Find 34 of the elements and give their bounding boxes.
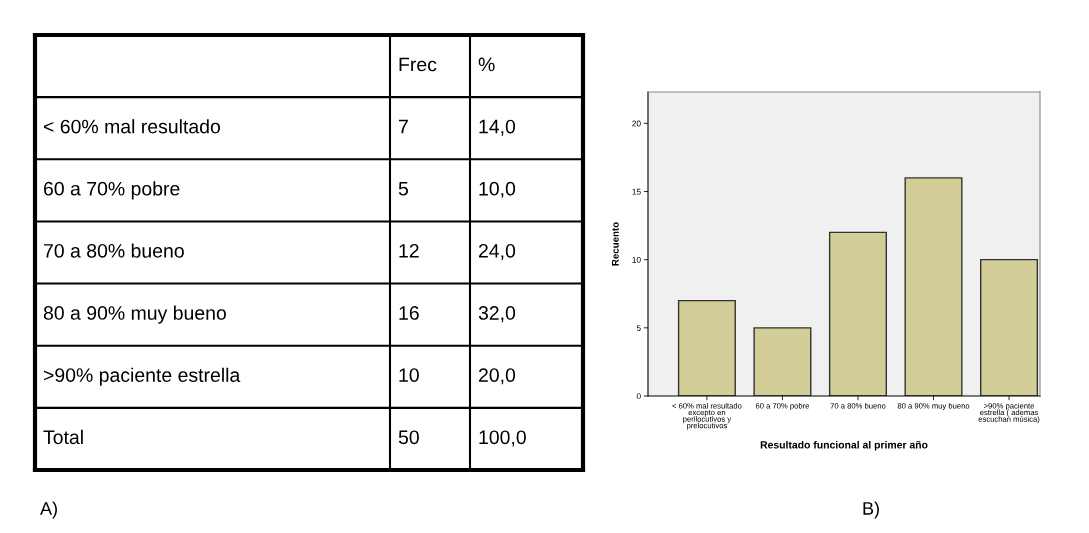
text: 60 a 70% pobre: [43, 181, 180, 200]
y-axis-title: Recuento: [611, 222, 619, 266]
text: 80 a 90% muy bueno: [43, 305, 226, 324]
text: 5: [398, 182, 408, 196]
y-tick-label: 0: [636, 393, 641, 400]
text: 70 a 80% bueno: [44, 243, 184, 258]
y-tick-label: 10: [632, 256, 641, 263]
bar: [753, 327, 812, 396]
text: < 60% mal resultado: [43, 119, 220, 134]
y-tick-label: 5: [636, 325, 641, 331]
text: 7: [399, 119, 408, 134]
y-tick-label: 15: [632, 188, 641, 195]
text: 12: [399, 243, 419, 258]
bar: [904, 177, 963, 396]
text: B): [863, 501, 879, 519]
text: 50: [398, 430, 419, 445]
text: A): [40, 501, 57, 519]
text: 16: [399, 306, 419, 320]
text: 14,0: [479, 119, 516, 136]
text: 10: [399, 368, 419, 383]
y-tick-label: 20: [632, 120, 641, 127]
text: >90% paciente estrella: [43, 367, 241, 386]
bar: [980, 258, 1039, 396]
text: 10,0: [479, 181, 516, 198]
text: 24,0: [478, 243, 516, 261]
bar: [828, 231, 887, 396]
bar: [677, 299, 736, 396]
text: 20,0: [478, 368, 516, 385]
text: 32,0: [478, 306, 516, 323]
text: Frec: [399, 57, 437, 72]
text: 100,0: [479, 430, 526, 447]
text: Total: [43, 429, 83, 445]
x-axis-title: Resultado funcional al primer año: [760, 440, 928, 451]
text: %: [478, 57, 495, 72]
